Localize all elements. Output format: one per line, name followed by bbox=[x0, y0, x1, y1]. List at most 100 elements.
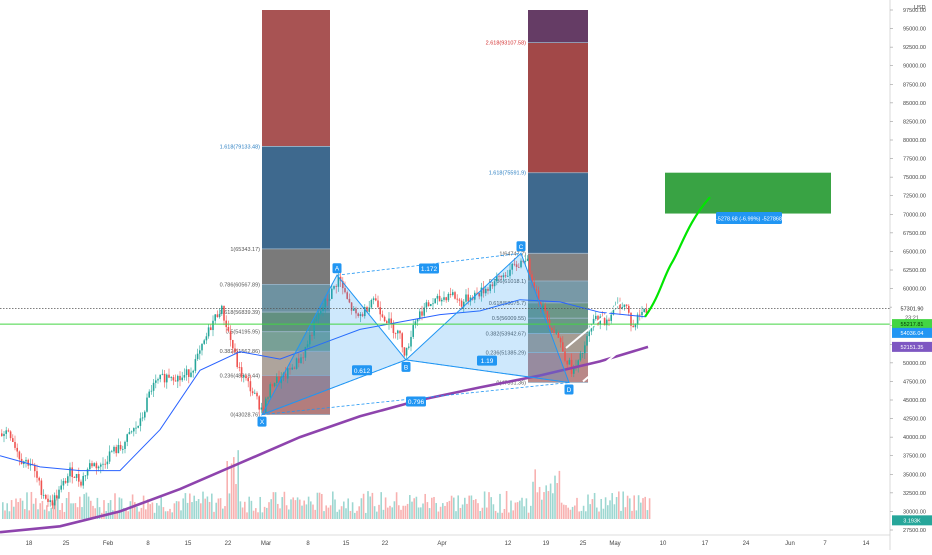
candle bbox=[172, 377, 175, 381]
target-zone-box bbox=[665, 172, 831, 214]
candle bbox=[436, 295, 439, 299]
volume-bar bbox=[481, 507, 484, 519]
volume-bar bbox=[567, 507, 569, 519]
candle bbox=[520, 260, 522, 268]
volume-bar bbox=[380, 492, 382, 519]
candle bbox=[69, 467, 71, 477]
candle bbox=[608, 319, 610, 321]
volume-bar bbox=[195, 501, 198, 519]
candle bbox=[595, 315, 597, 319]
candle bbox=[639, 314, 641, 316]
volume-bar bbox=[525, 498, 528, 519]
candle bbox=[192, 370, 194, 373]
volume-bar bbox=[228, 493, 231, 519]
fib-right-level-label: 0.786(61018.1) bbox=[489, 279, 526, 285]
volume-bar bbox=[167, 511, 169, 519]
candle bbox=[115, 446, 117, 454]
volume-bar bbox=[153, 512, 156, 519]
volume-bar bbox=[41, 500, 44, 519]
time-axis-label: 18 bbox=[26, 541, 33, 547]
volume-bar bbox=[613, 504, 616, 519]
candle bbox=[500, 275, 502, 278]
volume-bar bbox=[226, 461, 228, 519]
volume-bar bbox=[334, 499, 336, 519]
pattern-ratio-line bbox=[261, 359, 407, 416]
pattern-point-badge bbox=[257, 416, 267, 427]
volume-bar bbox=[237, 450, 239, 519]
fib-right-zone-teal bbox=[528, 281, 588, 303]
volume-bar bbox=[4, 510, 6, 519]
candle bbox=[157, 379, 159, 381]
candle bbox=[416, 318, 419, 322]
volume-bar bbox=[631, 510, 633, 519]
price-axis-label: 60000.00 bbox=[903, 287, 926, 293]
blue-line-price-badge bbox=[892, 327, 932, 338]
candle bbox=[245, 375, 247, 379]
candle bbox=[643, 309, 645, 312]
candle bbox=[526, 258, 529, 261]
volume-bar bbox=[230, 463, 233, 519]
volume-bar bbox=[343, 501, 345, 519]
candle bbox=[108, 451, 111, 462]
candle bbox=[210, 327, 212, 331]
volume-bar bbox=[10, 500, 13, 519]
volume-bar bbox=[336, 511, 338, 519]
candle bbox=[535, 289, 538, 291]
volume-value-text: 3.193K bbox=[903, 518, 921, 524]
price-axis-label: 85000.00 bbox=[903, 101, 926, 107]
candle bbox=[60, 485, 62, 490]
volume-bar bbox=[497, 512, 499, 519]
candle bbox=[104, 463, 106, 465]
candle bbox=[425, 302, 428, 308]
channel-lower-line bbox=[582, 260, 728, 383]
volume-bar bbox=[461, 504, 464, 519]
candle bbox=[443, 297, 445, 300]
volume-bar bbox=[28, 510, 30, 519]
price-axis-label: 97500.00 bbox=[903, 8, 926, 14]
fib-left-zone-blue bbox=[262, 146, 330, 249]
volume-bar bbox=[503, 508, 506, 519]
candle bbox=[106, 461, 109, 465]
volume-bar bbox=[112, 510, 114, 519]
candle bbox=[203, 340, 205, 344]
price-axis-label: 42500.00 bbox=[903, 417, 926, 423]
candle bbox=[408, 346, 410, 348]
volume-bar bbox=[530, 505, 532, 519]
candle bbox=[199, 350, 201, 354]
volume-bar bbox=[109, 500, 112, 519]
price-axis-label: 67500.00 bbox=[903, 231, 926, 237]
volume-bar bbox=[587, 494, 589, 519]
price-axis-label: 92500.00 bbox=[903, 45, 926, 51]
fib-right-level-label: 0.618(58075.7) bbox=[489, 301, 526, 307]
volume-bar bbox=[2, 502, 4, 519]
candle bbox=[122, 448, 124, 450]
candle bbox=[64, 480, 67, 483]
fib-right-zone-top bbox=[528, 10, 588, 43]
volume-bar bbox=[398, 505, 400, 519]
fib-right-zone-red bbox=[528, 42, 588, 173]
candle bbox=[553, 329, 555, 333]
candle bbox=[137, 425, 139, 428]
candle bbox=[491, 284, 494, 287]
volume-bar bbox=[189, 493, 191, 519]
candle bbox=[284, 373, 287, 379]
candle bbox=[544, 305, 546, 311]
volume-bar bbox=[523, 506, 525, 519]
candle bbox=[249, 381, 252, 392]
candle bbox=[573, 367, 575, 374]
volume-bar bbox=[508, 512, 510, 519]
candle bbox=[322, 307, 324, 312]
candle bbox=[592, 318, 595, 328]
volume-bar bbox=[303, 500, 305, 519]
volume-bar bbox=[534, 469, 536, 519]
pattern-point-badge bbox=[516, 241, 526, 252]
volume-bar bbox=[565, 505, 567, 519]
fib-left-zone-green2 bbox=[262, 331, 330, 352]
candle bbox=[276, 376, 278, 383]
volume-bar bbox=[376, 511, 378, 519]
volume-bar bbox=[140, 507, 143, 519]
candle bbox=[414, 321, 417, 326]
candle bbox=[524, 260, 527, 262]
candle bbox=[551, 327, 553, 330]
